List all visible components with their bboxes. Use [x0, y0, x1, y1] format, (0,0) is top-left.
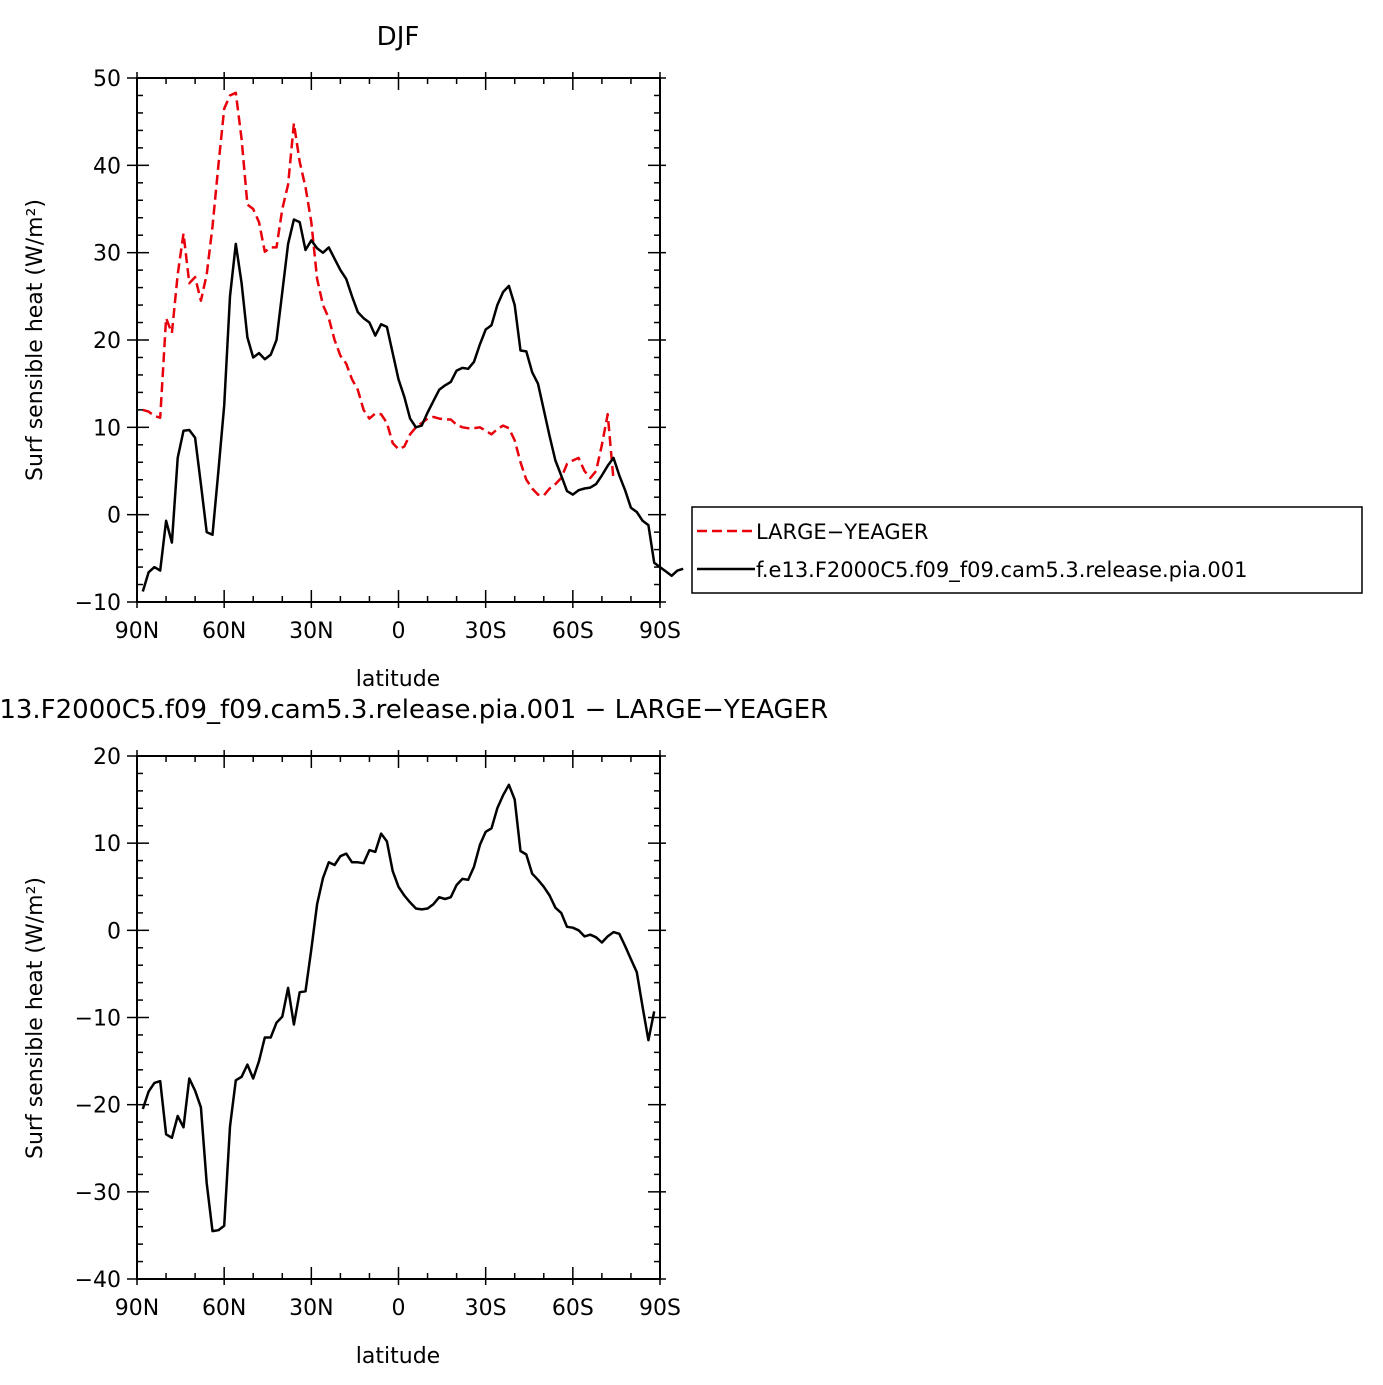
- legend-label-model: f.e13.F2000C5.f09_f09.cam5.3.release.pia…: [756, 558, 1247, 583]
- panel-top-series: [141, 91, 684, 592]
- panel-top-tick-labels: 90N 60N 30N 0 30S 60S 90S −10 0 10 20 30 40 50: [75, 67, 681, 644]
- panel-bottom-ylabel: Surf sensible heat (W/m²): [23, 877, 48, 1159]
- panel-bottom-x-tick-label: 0: [392, 1296, 406, 1321]
- panel-top-xlabel: latitude: [356, 667, 440, 692]
- panel-bottom-x-tick-label: 90N: [115, 1296, 159, 1321]
- panel-top-x-tick-label: 90S: [639, 619, 681, 644]
- panel-top-plot-frame: [136, 77, 661, 603]
- panel-top-y-tick-label: 10: [93, 416, 121, 441]
- panel-bottom-ticks: [127, 750, 666, 1285]
- panel-top-title: DJF: [377, 22, 420, 52]
- panel-top-series-line-1: [141, 218, 684, 592]
- panel-top-x-tick-label: 30N: [289, 619, 333, 644]
- panel-top-y-tick-label: 30: [93, 242, 121, 267]
- panel-bottom-y-tick-label: −30: [75, 1181, 121, 1206]
- panel-bottom-y-tick-label: 10: [93, 832, 121, 857]
- panel-top-x-tick-label: 60S: [552, 619, 594, 644]
- legend-box: [691, 506, 1363, 594]
- legend-label-large-yeager: LARGE−YEAGER: [756, 520, 929, 544]
- panel-top-ylabel: Surf sensible heat (W/m²): [23, 199, 48, 481]
- panel-top-x-tick-label: 0: [392, 619, 406, 644]
- panel-top-y-tick-label: 40: [93, 154, 121, 179]
- panel-bottom-title: f.e13.F2000C5.f09_f09.cam5.3.release.pia…: [0, 695, 828, 725]
- panel-top-y-tick-label: 50: [93, 67, 121, 92]
- panel-bottom-x-tick-label: 30N: [289, 1296, 333, 1321]
- panel-bottom-x-tick-label: 60S: [552, 1296, 594, 1321]
- panel-bottom-series-line-0: [141, 783, 656, 1233]
- panel-bottom: f.e13.F2000C5.f09_f09.cam5.3.release.pia…: [0, 695, 828, 1369]
- panel-bottom-y-tick-label: −40: [75, 1268, 121, 1293]
- panel-top-x-tick-label: 90N: [115, 619, 159, 644]
- panel-top-x-tick-label: 30S: [465, 619, 507, 644]
- panel-bottom-y-tick-label: −10: [75, 1007, 121, 1032]
- panel-top-y-tick-label: 0: [107, 504, 121, 529]
- panel-bottom-y-tick-label: 20: [93, 745, 121, 770]
- panel-bottom-x-tick-label: 90S: [639, 1296, 681, 1321]
- panel-bottom-y-tick-label: 0: [107, 919, 121, 944]
- legend: LARGE−YEAGER f.e13.F2000C5.f09_f09.cam5.…: [691, 506, 1363, 594]
- panel-top-ticks: [127, 72, 666, 608]
- panel-bottom-x-tick-label: 60N: [202, 1296, 246, 1321]
- panel-top-y-tick-label: 20: [93, 329, 121, 354]
- panel-bottom-tick-labels: 90N 60N 30N 0 30S 60S 90S −40 −30 −20 −10 0 10 20: [75, 745, 681, 1321]
- panel-top: DJF 90N 60N 30N 0 30S 60S 90S −10 0 10 20 30 40 50 la…: [23, 22, 684, 692]
- panel-bottom-xlabel: latitude: [356, 1344, 440, 1369]
- panel-top-x-tick-label: 60N: [202, 619, 246, 644]
- panel-bottom-series: [141, 783, 656, 1233]
- panel-bottom-plot-frame: [136, 755, 661, 1280]
- panel-bottom-y-tick-label: −20: [75, 1094, 121, 1119]
- panel-bottom-x-tick-label: 30S: [465, 1296, 507, 1321]
- panel-top-y-tick-label: −10: [75, 591, 121, 616]
- panel-top-series-line-0: [142, 91, 615, 497]
